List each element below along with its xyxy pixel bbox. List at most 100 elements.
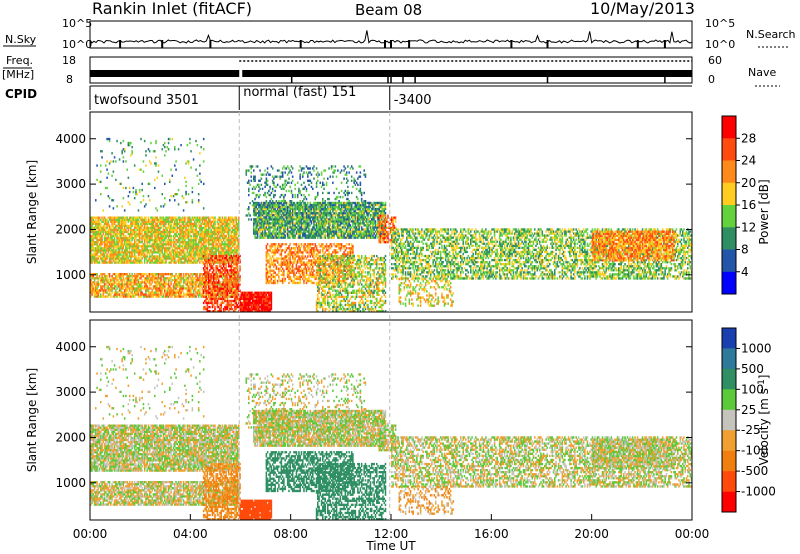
- power-cell: [287, 228, 289, 230]
- power-cell: [271, 304, 273, 306]
- power-cell: [177, 279, 179, 281]
- power-cell: [182, 245, 184, 247]
- power-cell: [195, 295, 197, 297]
- power-cell: [170, 237, 172, 239]
- power-cell: [169, 249, 171, 251]
- power-cell: [223, 296, 225, 298]
- power-cell: [123, 233, 125, 235]
- power-cell: [207, 298, 209, 300]
- power-cell: [146, 261, 148, 263]
- power-cell: [208, 229, 210, 231]
- power-cell: [108, 221, 110, 223]
- power-cell: [199, 289, 201, 291]
- power-cell: [236, 221, 238, 223]
- power-cell: [233, 273, 235, 275]
- power-cell: [289, 224, 291, 226]
- power-cell: [98, 279, 100, 281]
- power-cell: [157, 285, 159, 287]
- power-cell: [134, 253, 136, 255]
- power-cell: [237, 237, 239, 239]
- power-cell: [283, 204, 285, 206]
- power-cell: [192, 275, 194, 277]
- power-cell: [223, 233, 225, 235]
- power-cell: [207, 308, 209, 310]
- power-cell: [190, 291, 192, 293]
- power-cell: [139, 221, 141, 223]
- power-cell: [284, 237, 286, 239]
- power-cell: [106, 257, 108, 259]
- power-cell: [218, 249, 220, 251]
- power-cell: [195, 257, 197, 259]
- power-cell: [146, 253, 148, 255]
- power-cell: [125, 221, 127, 223]
- power-cell: [138, 243, 140, 245]
- power-cell: [126, 217, 128, 219]
- power-cell: [195, 287, 197, 289]
- power-cell: [148, 217, 150, 219]
- power-cell: [223, 249, 225, 251]
- power-cell: [213, 279, 215, 281]
- power-cell: [294, 234, 296, 236]
- power-cell: [192, 287, 194, 289]
- power-cell: [232, 261, 234, 263]
- power-cell: [144, 225, 146, 227]
- power-cell: [225, 257, 227, 259]
- power-cell: [123, 277, 125, 279]
- power-cell: [248, 306, 250, 308]
- power-cell: [169, 279, 171, 281]
- power-cell: [228, 263, 230, 265]
- power-cell: [294, 237, 296, 239]
- power-cell: [205, 296, 207, 298]
- power-cell: [183, 277, 185, 279]
- power-cell: [159, 255, 161, 257]
- power-cell: [305, 232, 307, 234]
- nsky-panel: N.Sky 10^5 10^0 10^5 10^0 N.Search: [3, 17, 796, 51]
- power-cell: [149, 275, 151, 277]
- power-cell: [190, 259, 192, 261]
- power-cell: [311, 210, 313, 212]
- power-cell: [94, 281, 96, 283]
- power-cell: [135, 237, 137, 239]
- power-cell: [215, 257, 217, 259]
- power-cell: [204, 265, 206, 267]
- power-cell: [138, 223, 140, 225]
- power-cell: [146, 247, 148, 249]
- power-cell: [124, 285, 126, 287]
- power-cell: [237, 267, 239, 269]
- power-cell: [274, 226, 276, 228]
- power-cell: [174, 237, 176, 239]
- power-cell: [218, 233, 220, 235]
- power-cell: [205, 219, 207, 221]
- power-cell: [266, 226, 268, 228]
- power-cell: [198, 245, 200, 247]
- power-cell: [237, 263, 239, 265]
- power-cell: [218, 281, 220, 283]
- power-cell: [217, 267, 219, 269]
- power-cell: [204, 269, 206, 271]
- power-cell: [179, 239, 181, 241]
- power-cell: [154, 221, 156, 223]
- power-cell: [91, 283, 93, 285]
- power-cell: [227, 308, 229, 310]
- power-cell: [115, 259, 117, 261]
- power-cell: [225, 235, 227, 237]
- power-cell: [130, 257, 132, 259]
- power-cell: [183, 249, 185, 251]
- power-cell: [169, 285, 171, 287]
- power-cell: [109, 277, 111, 279]
- power-cell: [237, 304, 239, 306]
- power-cell: [100, 245, 102, 247]
- power-cell: [271, 308, 273, 310]
- freq-panel: Freq. [MHz] 18 8 60 0 Nave: [2, 54, 780, 86]
- power-cell: [210, 277, 212, 279]
- power-cell: [101, 243, 103, 245]
- power-cell: [163, 275, 165, 277]
- power-cell: [160, 279, 162, 281]
- power-cell: [214, 221, 216, 223]
- power-cell: [271, 292, 273, 294]
- power-cell: [266, 294, 268, 296]
- power-cell: [208, 245, 210, 247]
- power-cell: [209, 279, 211, 281]
- power-cell: [141, 257, 143, 259]
- power-cell: [168, 237, 170, 239]
